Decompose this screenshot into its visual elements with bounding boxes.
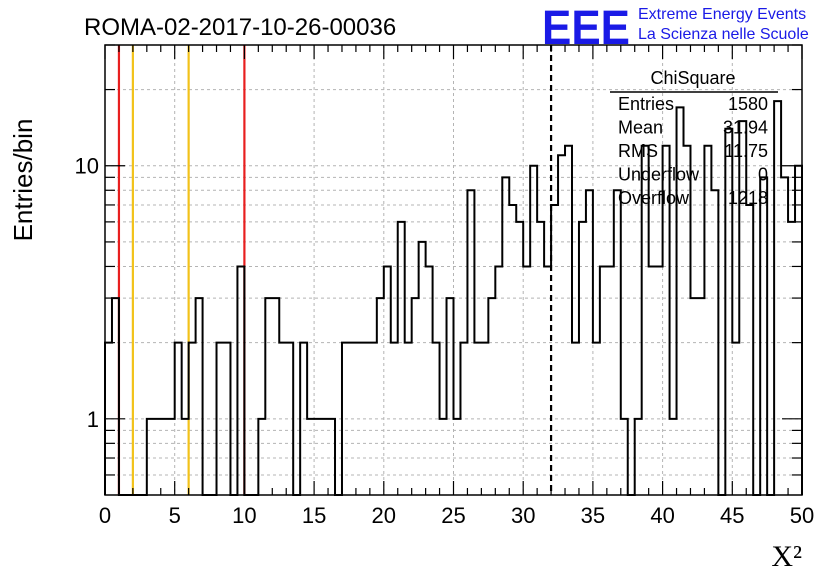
stats-label: Entries: [618, 94, 674, 114]
eee-logo: EEE Extreme Energy Events La Scienza nel…: [542, 2, 809, 55]
y-axis-label: Entries/bin: [8, 119, 38, 242]
stats-value: 1218: [728, 188, 768, 208]
stats-label: RMS: [618, 141, 658, 161]
stats-label: Underflow: [618, 165, 700, 185]
logo-line-1: Extreme Energy Events: [638, 6, 806, 23]
logo-line-2: La Scienza nelle Scuole: [638, 26, 809, 43]
x-tick-label: 45: [720, 503, 744, 528]
y-tick-label: 10: [75, 154, 99, 179]
stats-value: 1580: [728, 94, 768, 114]
grid-lines: [105, 45, 802, 495]
chart-title: ROMA-02-2017-10-26-00036: [84, 14, 396, 41]
x-tick-label: 5: [169, 503, 181, 528]
stats-value: 0: [758, 165, 768, 185]
x-tick-label: 35: [581, 503, 605, 528]
axis-ticks: [104, 44, 803, 495]
x-tick-labels: 0 5 10 15 20 25 30 35 40 45 50: [99, 503, 814, 528]
x-tick-label: 50: [790, 503, 814, 528]
x-tick-label: 40: [650, 503, 674, 528]
x-tick-label: 0: [99, 503, 111, 528]
stats-box: ChiSquare Entries 1580 Mean 31.94 RMS 11.75 Un…: [610, 68, 778, 208]
stats-title: ChiSquare: [650, 68, 735, 88]
logo-letters: EEE: [542, 2, 630, 55]
x-tick-label: 15: [302, 503, 326, 528]
x-tick-label: 10: [232, 503, 256, 528]
stats-value: 31.94: [723, 118, 768, 138]
x-tick-label: 25: [441, 503, 465, 528]
x-tick-label: 20: [372, 503, 396, 528]
x-axis-label: X²: [771, 540, 802, 572]
stats-label: Mean: [618, 118, 663, 138]
stats-value: 11.75: [724, 141, 768, 161]
stats-label: Overflow: [618, 188, 690, 208]
x-tick-label: 30: [511, 503, 535, 528]
y-tick-label: 1: [87, 407, 99, 432]
y-tick-labels: 1 10: [75, 154, 99, 432]
